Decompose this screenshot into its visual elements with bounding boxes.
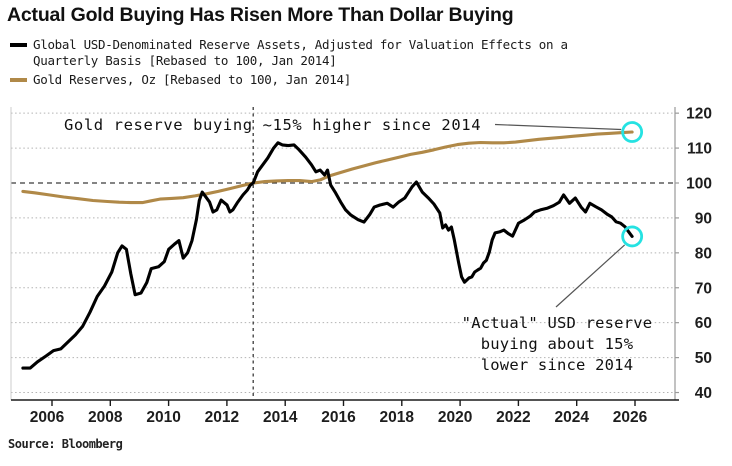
legend-item-gold-reserves: Gold Reserves, Oz [Rebased to 100, Jan 2…: [10, 72, 593, 88]
leader-line-gold-annotation: [494, 123, 622, 131]
y-tick-label: 80: [695, 245, 712, 262]
annotation-line: "Actual" USD reserve: [461, 314, 653, 332]
y-tick-label: 60: [695, 315, 712, 332]
chart-title: Actual Gold Buying Has Risen More Than D…: [7, 4, 514, 26]
y-tick-label: 70: [695, 280, 712, 297]
legend-item-usd-reserves: Global USD-Denominated Reserve Assets, A…: [10, 37, 593, 69]
y-tick-label: 90: [695, 210, 712, 227]
series-line-gold-reserves: [21, 130, 634, 205]
x-tick-label: 2022: [496, 409, 530, 426]
x-tick-label: 2012: [205, 409, 239, 426]
legend: Global USD-Denominated Reserve Assets, A…: [10, 37, 593, 91]
x-tick-label: 2024: [554, 409, 589, 426]
x-tick-label: 2008: [88, 409, 123, 426]
annotation-gold-higher: Gold reserve buying ~15% higher since 20…: [64, 116, 482, 134]
y-tick-label: 40: [695, 385, 712, 402]
source-credit: Source: Bloomberg: [8, 437, 123, 451]
x-tick-label: 2020: [438, 409, 472, 426]
annotation-line: lower since 2014: [480, 356, 634, 374]
usd-series-swatch: [10, 43, 27, 47]
annotation-usd-lower: "Actual" USD reserve buying about 15% lo…: [452, 313, 662, 376]
x-tick-label: 2018: [380, 409, 415, 426]
series-line-usd-reserves: [21, 141, 634, 370]
y-tick-label: 100: [686, 176, 712, 193]
gold-series-swatch: [10, 78, 27, 82]
legend-label: Global USD-Denominated Reserve Assets, A…: [33, 37, 568, 68]
annotation-line: buying about 15%: [480, 335, 634, 353]
x-tick-label: 2010: [146, 409, 180, 426]
endpoint-highlight-gold-reserves: [621, 121, 644, 143]
leader-line-usd-annotation: [555, 244, 626, 308]
x-tick-label: 2014: [263, 409, 298, 426]
x-tick-label: 2006: [30, 409, 65, 426]
endpoint-highlight-usd-reserves: [621, 225, 644, 248]
legend-label: Gold Reserves, Oz [Rebased to 100, Jan 2…: [33, 72, 351, 87]
x-tick-label: 2026: [613, 409, 648, 426]
y-tick-label: 110: [687, 141, 712, 158]
y-tick-label: 50: [695, 350, 712, 367]
y-tick-label: 120: [686, 106, 712, 123]
x-tick-label: 2016: [321, 409, 356, 426]
